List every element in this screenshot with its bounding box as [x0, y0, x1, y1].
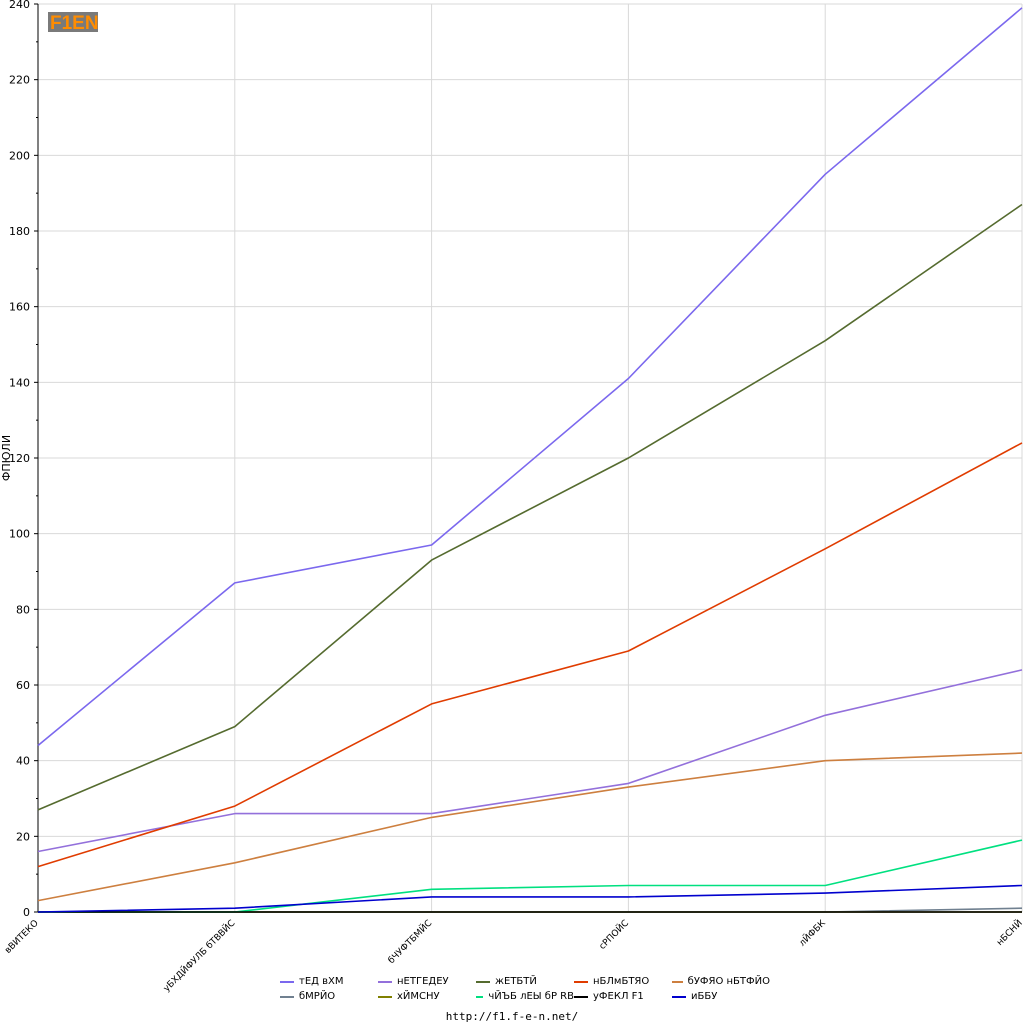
legend-swatch: [476, 980, 490, 983]
x-tick-label: уБХДЙФУЛБ бТВВЙС: [161, 917, 238, 994]
series-line: [37, 669, 1023, 853]
y-axis-label: ФПЮЛИ: [0, 435, 13, 481]
legend-swatch: [476, 995, 484, 998]
legend-row: бМРЙО хЙМСНУ чЙЪБ лЕЫ бР RB уФЕКЛ F1 иББУ: [280, 989, 840, 1004]
x-tick-label: нБСНЙ: [994, 917, 1024, 948]
legend-label: нБЛмБТЯО: [593, 976, 650, 987]
legend-label: чЙЪБ лЕЫ бР RB: [488, 991, 574, 1002]
series-lines: [37, 7, 1023, 913]
y-tick-label: 240: [9, 0, 30, 11]
legend-swatch: [378, 980, 392, 983]
y-tick-label: 100: [9, 528, 30, 541]
legend-swatch: [378, 995, 392, 998]
series-line: [37, 884, 1023, 913]
y-tick-label: 180: [9, 225, 30, 238]
legend-label: бМРЙО: [299, 991, 336, 1002]
legend-entry: чЙЪБ лЕЫ бР RB: [476, 991, 574, 1002]
legend-entry: нЕТГЕДЕУ: [378, 976, 476, 987]
svg-text:F1EN: F1EN: [50, 13, 98, 34]
legend-label: бУФЯО нБТФЙО: [687, 976, 770, 987]
legend-label: тЕД вХМ: [299, 976, 344, 987]
legend-entry: бУФЯО нБТФЙО: [672, 976, 770, 987]
legend-swatch: [574, 995, 588, 998]
y-tick-label: 20: [16, 830, 30, 843]
y-tick-label: 120: [9, 452, 30, 465]
legend-entry: иББУ: [672, 991, 770, 1002]
y-tick-label: 40: [16, 755, 30, 768]
x-tick-label: лЙФБК: [796, 917, 828, 949]
grid-lines: [37, 3, 1023, 913]
legend-label: уФЕКЛ F1: [593, 991, 644, 1002]
series-line: [37, 7, 1023, 747]
legend-swatch: [280, 995, 294, 998]
y-tick-label: 0: [23, 906, 30, 919]
legend-swatch: [280, 980, 294, 983]
legend-entry: хЙМСНУ: [378, 991, 476, 1002]
legend-entry: нБЛмБТЯО: [574, 976, 672, 987]
legend-label: хЙМСНУ: [397, 991, 440, 1002]
legend-swatch: [672, 995, 686, 998]
legend-entry: бМРЙО: [280, 991, 378, 1002]
y-tick-label: 60: [16, 679, 30, 692]
legend-row: тЕД вХМ нЕТГЕДЕУ жЕТБТЙ нБЛмБТЯО бУФЯО нБТФЙ…: [280, 974, 840, 989]
y-tick-label: 200: [9, 149, 30, 162]
y-tick-labels: 0 20 40 60 80 100 120 140 160 180 200 220 240: [9, 0, 30, 919]
y-tick-label: 140: [9, 376, 30, 389]
legend-label: жЕТБТЙ: [495, 976, 537, 987]
x-tick-label: вВИТЕКО: [3, 918, 40, 955]
legend-label: нЕТГЕДЕУ: [397, 976, 449, 987]
legend-swatch: [672, 980, 683, 983]
series-line: [38, 839, 1023, 913]
series-line: [37, 203, 1023, 811]
legend-entry: жЕТБТЙ: [476, 976, 574, 987]
x-tick-label: бЧУФТБМЙС: [385, 917, 434, 966]
legend-swatch: [574, 980, 588, 983]
legend-entry: тЕД вХМ: [280, 976, 378, 987]
series-line: [37, 442, 1023, 868]
series-line: [37, 752, 1023, 902]
legend-label: иББУ: [691, 991, 718, 1002]
legend-entry: уФЕКЛ F1: [574, 991, 672, 1002]
x-tick-label: сРПОЙС: [596, 917, 631, 952]
y-tick-label: 80: [16, 603, 30, 616]
f1en-logo: F1EN: [48, 12, 98, 34]
y-tick-label: 220: [9, 74, 30, 87]
footer-url[interactable]: http://f1.f-e-n.net/: [445, 1010, 579, 1023]
legend: тЕД вХМ нЕТГЕДЕУ жЕТБТЙ нБЛмБТЯО бУФЯО нБТФЙ…: [280, 974, 840, 1004]
y-tick-label: 160: [9, 301, 30, 314]
